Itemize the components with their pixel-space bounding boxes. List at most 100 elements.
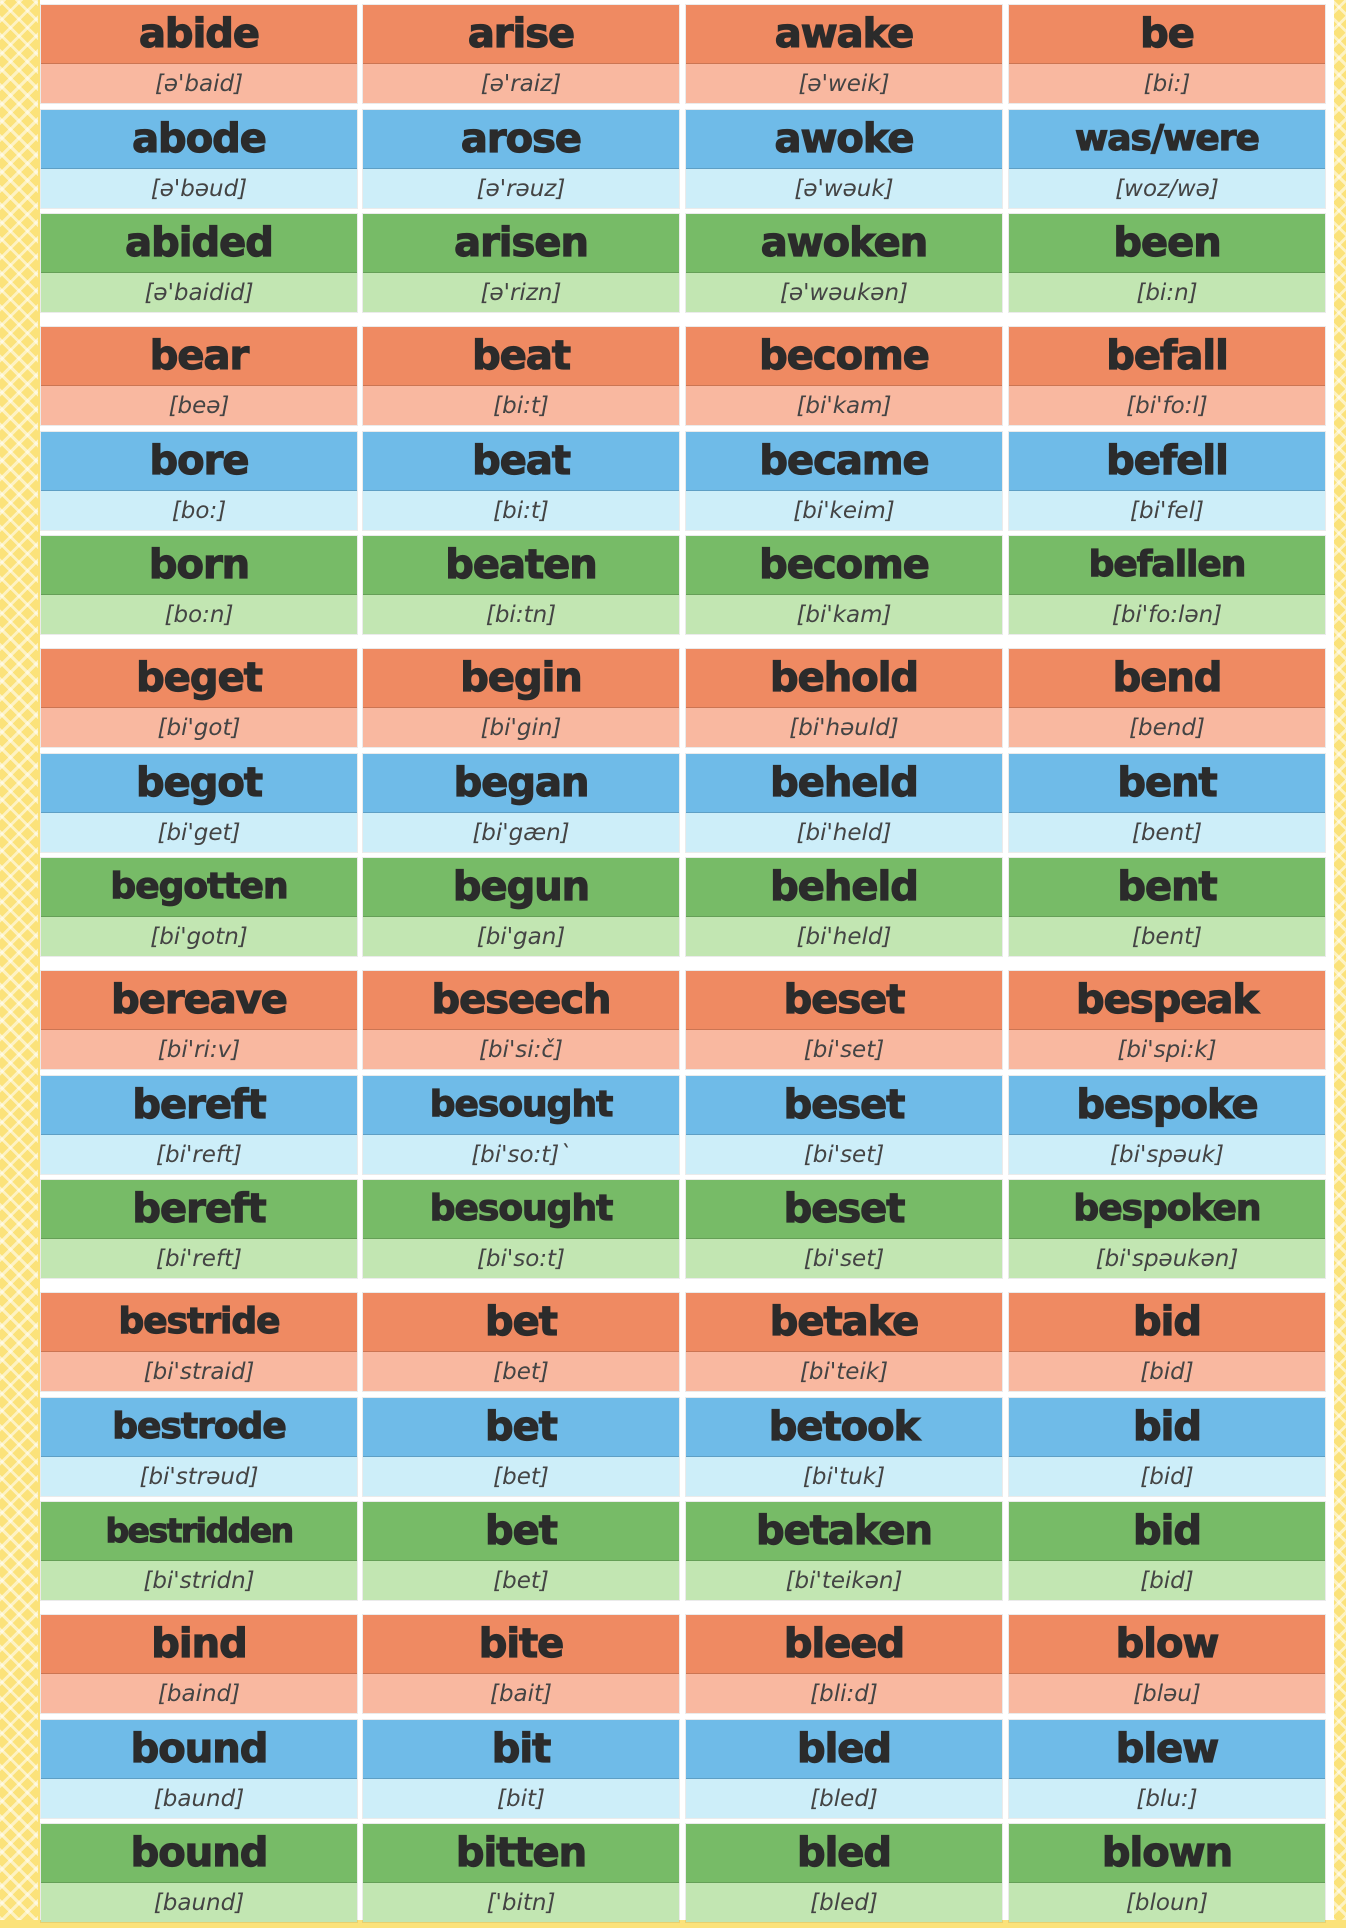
verb-card-past: beset [bi'set] xyxy=(685,1075,1003,1175)
verb-word: awake xyxy=(686,5,1002,64)
verb-word: bite xyxy=(363,1615,679,1674)
verb-word: bet xyxy=(363,1398,679,1457)
verb-pronunciation: [bend] xyxy=(1009,708,1325,747)
verb-word: bestrode xyxy=(41,1398,357,1457)
verb-pronunciation: [bi:] xyxy=(1009,64,1325,103)
verb-pronunciation: [blu:] xyxy=(1009,1779,1325,1818)
verb-pronunciation: [bi'set] xyxy=(686,1135,1002,1174)
verb-card-past: bet [bet] xyxy=(362,1397,680,1497)
verb-word: betook xyxy=(686,1398,1002,1457)
verb-word: bespoken xyxy=(1009,1180,1325,1239)
verb-word: bitten xyxy=(363,1824,679,1883)
verb-card-pp: beaten [bi:tn] xyxy=(362,535,680,635)
verb-pronunciation: [bi'ri:v] xyxy=(41,1030,357,1069)
verb-pronunciation: [bled] xyxy=(686,1779,1002,1818)
verb-pronunciation: [ə'weik] xyxy=(686,64,1002,103)
verb-card-base: befall [bi'fo:l] xyxy=(1008,326,1326,426)
verb-card-base: beseech [bi'si:č] xyxy=(362,970,680,1070)
verb-word: become xyxy=(686,536,1002,595)
verb-pronunciation: [bo:] xyxy=(41,491,357,530)
verb-card-past: blew [blu:] xyxy=(1008,1719,1326,1819)
verb-word: bind xyxy=(41,1615,357,1674)
verb-card-past: became [bi'keim] xyxy=(685,431,1003,531)
verb-card-past: abode [ə'bəud] xyxy=(40,109,358,209)
verb-card-pp: bet [bet] xyxy=(362,1501,680,1601)
verb-word: bestride xyxy=(41,1293,357,1352)
verb-card-base: bereave [bi'ri:v] xyxy=(40,970,358,1070)
verb-pronunciation: [bi'gæn] xyxy=(363,813,679,852)
verb-word: bleed xyxy=(686,1615,1002,1674)
verb-word: bound xyxy=(41,1720,357,1779)
verb-pronunciation: [bi'get] xyxy=(41,813,357,852)
verb-pronunciation: [bid] xyxy=(1009,1457,1325,1496)
verb-card-past: bled [bled] xyxy=(685,1719,1003,1819)
verb-word: beset xyxy=(686,1180,1002,1239)
verb-word: beat xyxy=(363,327,679,386)
verb-word: bend xyxy=(1009,649,1325,708)
verb-card-past: bore [bo:] xyxy=(40,431,358,531)
verb-pronunciation: [bid] xyxy=(1009,1352,1325,1391)
verb-card-base: bestride [bi'straid] xyxy=(40,1292,358,1392)
verb-pronunciation: [bi'teik] xyxy=(686,1352,1002,1391)
verb-word: bet xyxy=(363,1502,679,1561)
verb-card-base: betake [bi'teik] xyxy=(685,1292,1003,1392)
verb-pronunciation: [bit] xyxy=(363,1779,679,1818)
verb-word: behold xyxy=(686,649,1002,708)
verb-word: beheld xyxy=(686,754,1002,813)
verb-pronunciation: [ə'raiz] xyxy=(363,64,679,103)
decorative-border-left xyxy=(0,0,38,1920)
verb-pronunciation: [bi:t] xyxy=(363,386,679,425)
verb-word: arise xyxy=(363,5,679,64)
verb-pronunciation: [ə'wəuk] xyxy=(686,169,1002,208)
verb-pronunciation: [bo:n] xyxy=(41,595,357,634)
verb-word: bled xyxy=(686,1720,1002,1779)
verb-card-base: awake [ə'weik] xyxy=(685,4,1003,104)
verb-pronunciation: [bet] xyxy=(363,1352,679,1391)
verb-card-pp: besought [bi'so:t] xyxy=(362,1179,680,1279)
verb-word: beaten xyxy=(363,536,679,595)
verb-word: awoken xyxy=(686,214,1002,273)
verb-word: bereft xyxy=(41,1076,357,1135)
verb-word: befall xyxy=(1009,327,1325,386)
verb-card-pp: beheld [bi'held] xyxy=(685,857,1003,957)
verb-card-pp: begotten [bi'gotn] xyxy=(40,857,358,957)
verb-card-pp: become [bi'kam] xyxy=(685,535,1003,635)
verb-word: born xyxy=(41,536,357,595)
verb-pronunciation: [bi'həuld] xyxy=(686,708,1002,747)
verb-word: been xyxy=(1009,214,1325,273)
verb-word: abide xyxy=(41,5,357,64)
verb-word: beseech xyxy=(363,971,679,1030)
verb-card-base: arise [ə'raiz] xyxy=(362,4,680,104)
verb-card-pp: befallen [bi'fo:lən] xyxy=(1008,535,1326,635)
verb-pronunciation: [bet] xyxy=(363,1561,679,1600)
verb-pronunciation: [bi'set] xyxy=(686,1030,1002,1069)
verb-pronunciation: [baund] xyxy=(41,1779,357,1818)
verb-card-past: bound [baund] xyxy=(40,1719,358,1819)
verb-word: bear xyxy=(41,327,357,386)
verb-pronunciation: [ə'baidid] xyxy=(41,273,357,312)
verb-card-base: bet [bet] xyxy=(362,1292,680,1392)
verb-pronunciation: [bi'held] xyxy=(686,917,1002,956)
verb-card-past: arose [ə'rəuz] xyxy=(362,109,680,209)
verb-card-base: abide [ə'baid] xyxy=(40,4,358,104)
verb-pronunciation: [bi'straid] xyxy=(41,1352,357,1391)
verb-word: arisen xyxy=(363,214,679,273)
verb-card-past: bent [bent] xyxy=(1008,753,1326,853)
verb-pronunciation: [bi'stridn] xyxy=(41,1561,357,1600)
verb-pronunciation: [bent] xyxy=(1009,917,1325,956)
verb-card-pp: blown [bloun] xyxy=(1008,1823,1326,1923)
verb-card-pp: bled [bled] xyxy=(685,1823,1003,1923)
verb-card-base: beset [bi'set] xyxy=(685,970,1003,1070)
verb-pronunciation: [bi'set] xyxy=(686,1239,1002,1278)
verb-card-past: awoke [ə'wəuk] xyxy=(685,109,1003,209)
verb-word: was/were xyxy=(1009,110,1325,169)
verb-word: abided xyxy=(41,214,357,273)
verb-word: begotten xyxy=(41,858,357,917)
verb-pronunciation: [bi'gan] xyxy=(363,917,679,956)
verb-card-pp: bid [bid] xyxy=(1008,1501,1326,1601)
verb-pronunciation: ['bitn] xyxy=(363,1883,679,1922)
verb-card-pp: born [bo:n] xyxy=(40,535,358,635)
verb-word: begun xyxy=(363,858,679,917)
verb-word: bespoke xyxy=(1009,1076,1325,1135)
verb-word: become xyxy=(686,327,1002,386)
